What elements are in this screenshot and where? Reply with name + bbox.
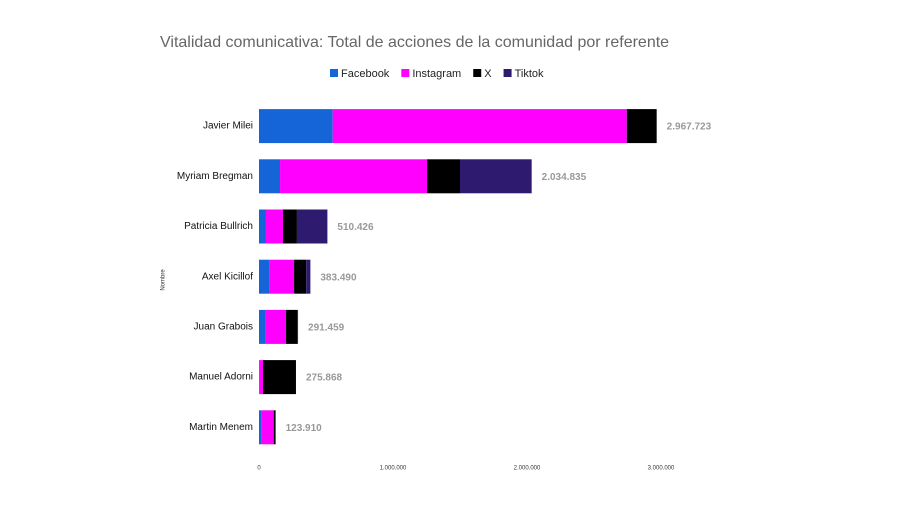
bar-segment: [294, 259, 307, 294]
bar-segment: [263, 360, 296, 395]
bar-segment: [269, 259, 295, 294]
bar-segment: [332, 109, 627, 144]
bar-segment: [306, 259, 311, 294]
legend-swatch: [503, 69, 512, 77]
x-tick-label: 3.000.000: [648, 466, 675, 472]
bar-segment: [296, 209, 328, 244]
bar-segment: [265, 209, 283, 244]
bar-segment: [265, 309, 287, 344]
total-label: 383.490: [320, 272, 357, 283]
bar-segment: [460, 159, 532, 194]
total-label: 275.868: [306, 373, 343, 384]
legend-swatch: [473, 69, 482, 77]
y-tick-label: Javier Milei: [203, 121, 253, 132]
legend-label: X: [484, 68, 492, 80]
bar-segment: [259, 410, 262, 445]
total-label: 2.034.835: [542, 172, 587, 183]
x-tick-label: 2.000.000: [514, 466, 541, 472]
bar-segment: [259, 159, 281, 194]
bar-segment: [273, 410, 276, 445]
bar-segment: [259, 259, 270, 294]
y-tick-label: Martin Menem: [189, 422, 253, 433]
bar-segment: [282, 209, 297, 244]
total-label: 2.967.723: [667, 122, 712, 133]
legend-swatch: [401, 69, 410, 77]
y-tick-label: Patricia Bullrich: [184, 221, 253, 232]
total-label: 510.426: [337, 222, 374, 233]
x-tick-label: 1.000.000: [380, 466, 407, 472]
bar-segment: [259, 309, 266, 344]
y-axis-label: Nombre: [161, 269, 167, 291]
legend-label: Facebook: [341, 68, 390, 80]
y-tick-label: Manuel Adorni: [189, 372, 253, 383]
bar-segment: [261, 410, 274, 445]
bar-segment: [286, 309, 298, 344]
legend-label: Tiktok: [515, 68, 544, 80]
bar-segment: [427, 159, 460, 194]
legend-label: Instagram: [412, 68, 461, 80]
x-tick-label: 0: [257, 466, 261, 472]
chart-title: Vitalidad comunicativa: Total de accione…: [160, 34, 669, 51]
bar-segment: [259, 109, 333, 144]
legend-swatch: [330, 69, 338, 77]
y-tick-label: Axel Kicillof: [202, 271, 253, 282]
total-label: 123.910: [286, 423, 323, 434]
bar-segment: [259, 360, 260, 395]
total-label: 291.459: [308, 323, 345, 334]
bar-segment: [259, 360, 264, 395]
bar-segment: [259, 209, 266, 244]
bar-segment: [280, 159, 428, 194]
bar-segment: [626, 109, 657, 144]
y-tick-label: Juan Grabois: [194, 322, 253, 333]
bar-segment: [297, 309, 299, 344]
y-tick-label: Myriam Bregman: [177, 171, 253, 182]
